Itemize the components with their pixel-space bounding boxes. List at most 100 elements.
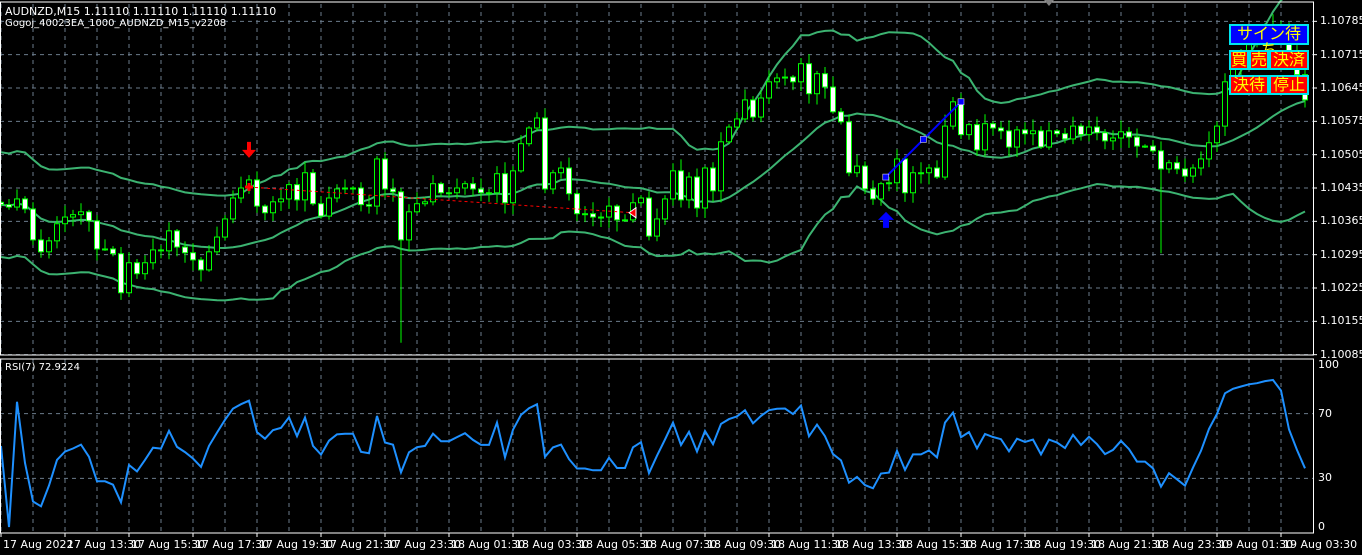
bear-candle [1006,130,1012,148]
time-tick-label: 18 Aug 11:30 [771,538,846,551]
bear-candle [478,188,484,194]
bull-candle [230,197,236,220]
bear-candle [694,176,700,209]
bear-candle [390,188,396,193]
bear-candle [862,165,868,190]
bear-candle [750,99,756,118]
bull-candle [102,248,108,251]
time-tick-label: 18 Aug 05:30 [579,538,654,551]
bear-candle [646,197,652,237]
bull-candle [910,172,916,194]
bear-candle [846,121,852,174]
buy-button[interactable]: 買 [1229,50,1249,70]
bull-candle [1142,145,1148,148]
bull-candle [286,184,292,200]
time-tick-label: 19 Aug 01:30 [1219,538,1294,551]
rsi-tick-label: 100 [1318,358,1339,371]
bear-candle [1038,130,1044,148]
bear-candle [1150,145,1156,152]
bull-candle [486,192,492,195]
chart-shift-marker-icon [1044,0,1054,6]
bull-candle [446,192,452,195]
rsi-label: RSI(7) 72.9224 [5,362,80,373]
bear-candle [358,187,364,206]
bull-candle [1014,129,1020,148]
price-tick-label: 1.10505 [1320,147,1362,161]
bull-candle [742,99,748,120]
settle-wait-button[interactable]: 決待 [1229,75,1269,95]
bear-candle [366,204,372,207]
bull-candle [894,158,900,184]
bull-candle [222,218,228,238]
price-tick-label: 1.10295 [1320,247,1362,261]
bull-candle [350,187,356,190]
trade-signals [242,98,965,228]
bear-candle [974,124,980,151]
bollinger-lower-band [0,182,1306,302]
bear-candle [182,246,188,254]
bull-candle [462,183,468,189]
price-tick-label: 1.10715 [1320,47,1362,61]
bear-candle [6,204,12,208]
time-tick-label: 18 Aug 21:30 [1091,538,1166,551]
bear-candle [174,230,180,248]
bull-candle [326,197,332,217]
bull-candle [582,213,588,216]
bull-candle [782,76,788,79]
candles [0,14,1308,343]
bull-candle [534,117,540,129]
trend-line-handle [957,98,965,106]
main-panel-border [0,1,1314,356]
symbol-info: AUDNZD,M15 1.11110 1.11110 1.11110 1.111… [5,5,277,18]
bull-candle [62,216,68,225]
bear-candle [678,170,684,201]
time-tick-label: 17 Aug 23:30 [387,538,462,551]
bear-candle [1134,136,1140,147]
bear-candle [838,111,844,123]
settle-button[interactable]: 決済 [1269,50,1309,70]
bull-candle [406,211,412,241]
bear-candle [590,213,596,218]
bull-candle [510,170,516,204]
bull-candle [886,182,892,185]
bull-candle [734,118,740,128]
bull-candle [1046,130,1052,148]
bull-candle [54,223,60,242]
bull-candle [526,127,532,145]
sell-trade-line [248,186,634,214]
time-tick-label: 18 Aug 01:30 [451,538,526,551]
time-tick-label: 18 Aug 09:30 [707,538,782,551]
bollinger-upper-band [0,0,1284,197]
bear-candle [318,203,324,217]
time-tick-label: 18 Aug 03:30 [515,538,590,551]
bear-candle [958,101,964,136]
ea-name: Gogoj_40023EA_1000_AUDNZD_M15_v2208 [5,18,227,29]
bull-candle [926,167,932,174]
bull-candle [558,167,564,174]
bear-candle [262,205,268,214]
bull-candle [78,211,84,216]
bull-candle [166,230,172,252]
bull-candle [1190,167,1196,177]
bull-candle [982,123,988,151]
bull-candle [270,201,276,214]
wait-signal-button[interactable]: サイン待ち [1229,24,1309,58]
time-tick-label: 17 Aug 15:30 [131,538,206,551]
bull-candle [726,126,732,143]
sell-button[interactable]: 売 [1249,50,1269,70]
bull-candle [598,216,604,219]
bear-candle [398,191,404,241]
trend-line-handle [882,173,890,181]
bear-candle [934,167,940,178]
sell-arrow-icon [242,141,256,158]
price-tick-label: 1.10085 [1320,347,1362,361]
bull-candle [654,218,660,237]
bull-candle [1214,125,1220,144]
bull-candle [302,172,308,201]
time-tick-label: 18 Aug 13:30 [835,538,910,551]
bear-candle [1158,150,1164,170]
stop-button[interactable]: 停止 [1269,75,1309,95]
rsi-tick-label: 0 [1318,520,1325,533]
bull-candle [1086,126,1092,136]
